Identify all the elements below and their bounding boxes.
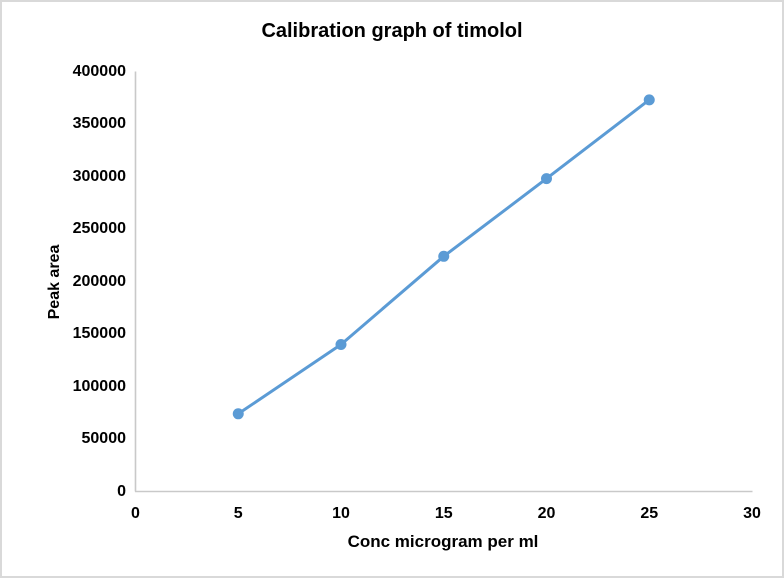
data-point-marker bbox=[541, 173, 552, 185]
markers-layer bbox=[232, 94, 655, 420]
chart-title: Calibration graph of timolol bbox=[261, 20, 523, 42]
y-tick-label: 250000 bbox=[72, 220, 126, 237]
data-point-marker bbox=[232, 408, 244, 420]
data-point-marker bbox=[438, 250, 450, 262]
x-tick-label: 10 bbox=[332, 504, 350, 522]
y-tick-label: 100000 bbox=[72, 377, 126, 395]
x-tick-label: 30 bbox=[743, 504, 761, 522]
x-tick-label: 0 bbox=[131, 504, 140, 522]
y-tick-label: 150000 bbox=[72, 325, 126, 342]
x-tick-label: 20 bbox=[537, 504, 556, 522]
y-tick-label: 0 bbox=[117, 482, 126, 500]
x-tick-label: 5 bbox=[233, 504, 243, 522]
x-tick-label: 15 bbox=[434, 504, 453, 522]
y-tick-label: 350000 bbox=[72, 115, 126, 132]
y-tick-label: 200000 bbox=[72, 272, 126, 290]
y-tick-label: 400000 bbox=[72, 62, 126, 80]
data-point-marker bbox=[335, 339, 347, 350]
data-point-marker bbox=[643, 94, 655, 106]
x-tick-label: 25 bbox=[640, 504, 659, 522]
y-tick-label: 300000 bbox=[72, 167, 126, 185]
x-axis-title: Conc microgram per ml bbox=[347, 532, 539, 551]
y-tick-label: 50000 bbox=[81, 430, 127, 447]
